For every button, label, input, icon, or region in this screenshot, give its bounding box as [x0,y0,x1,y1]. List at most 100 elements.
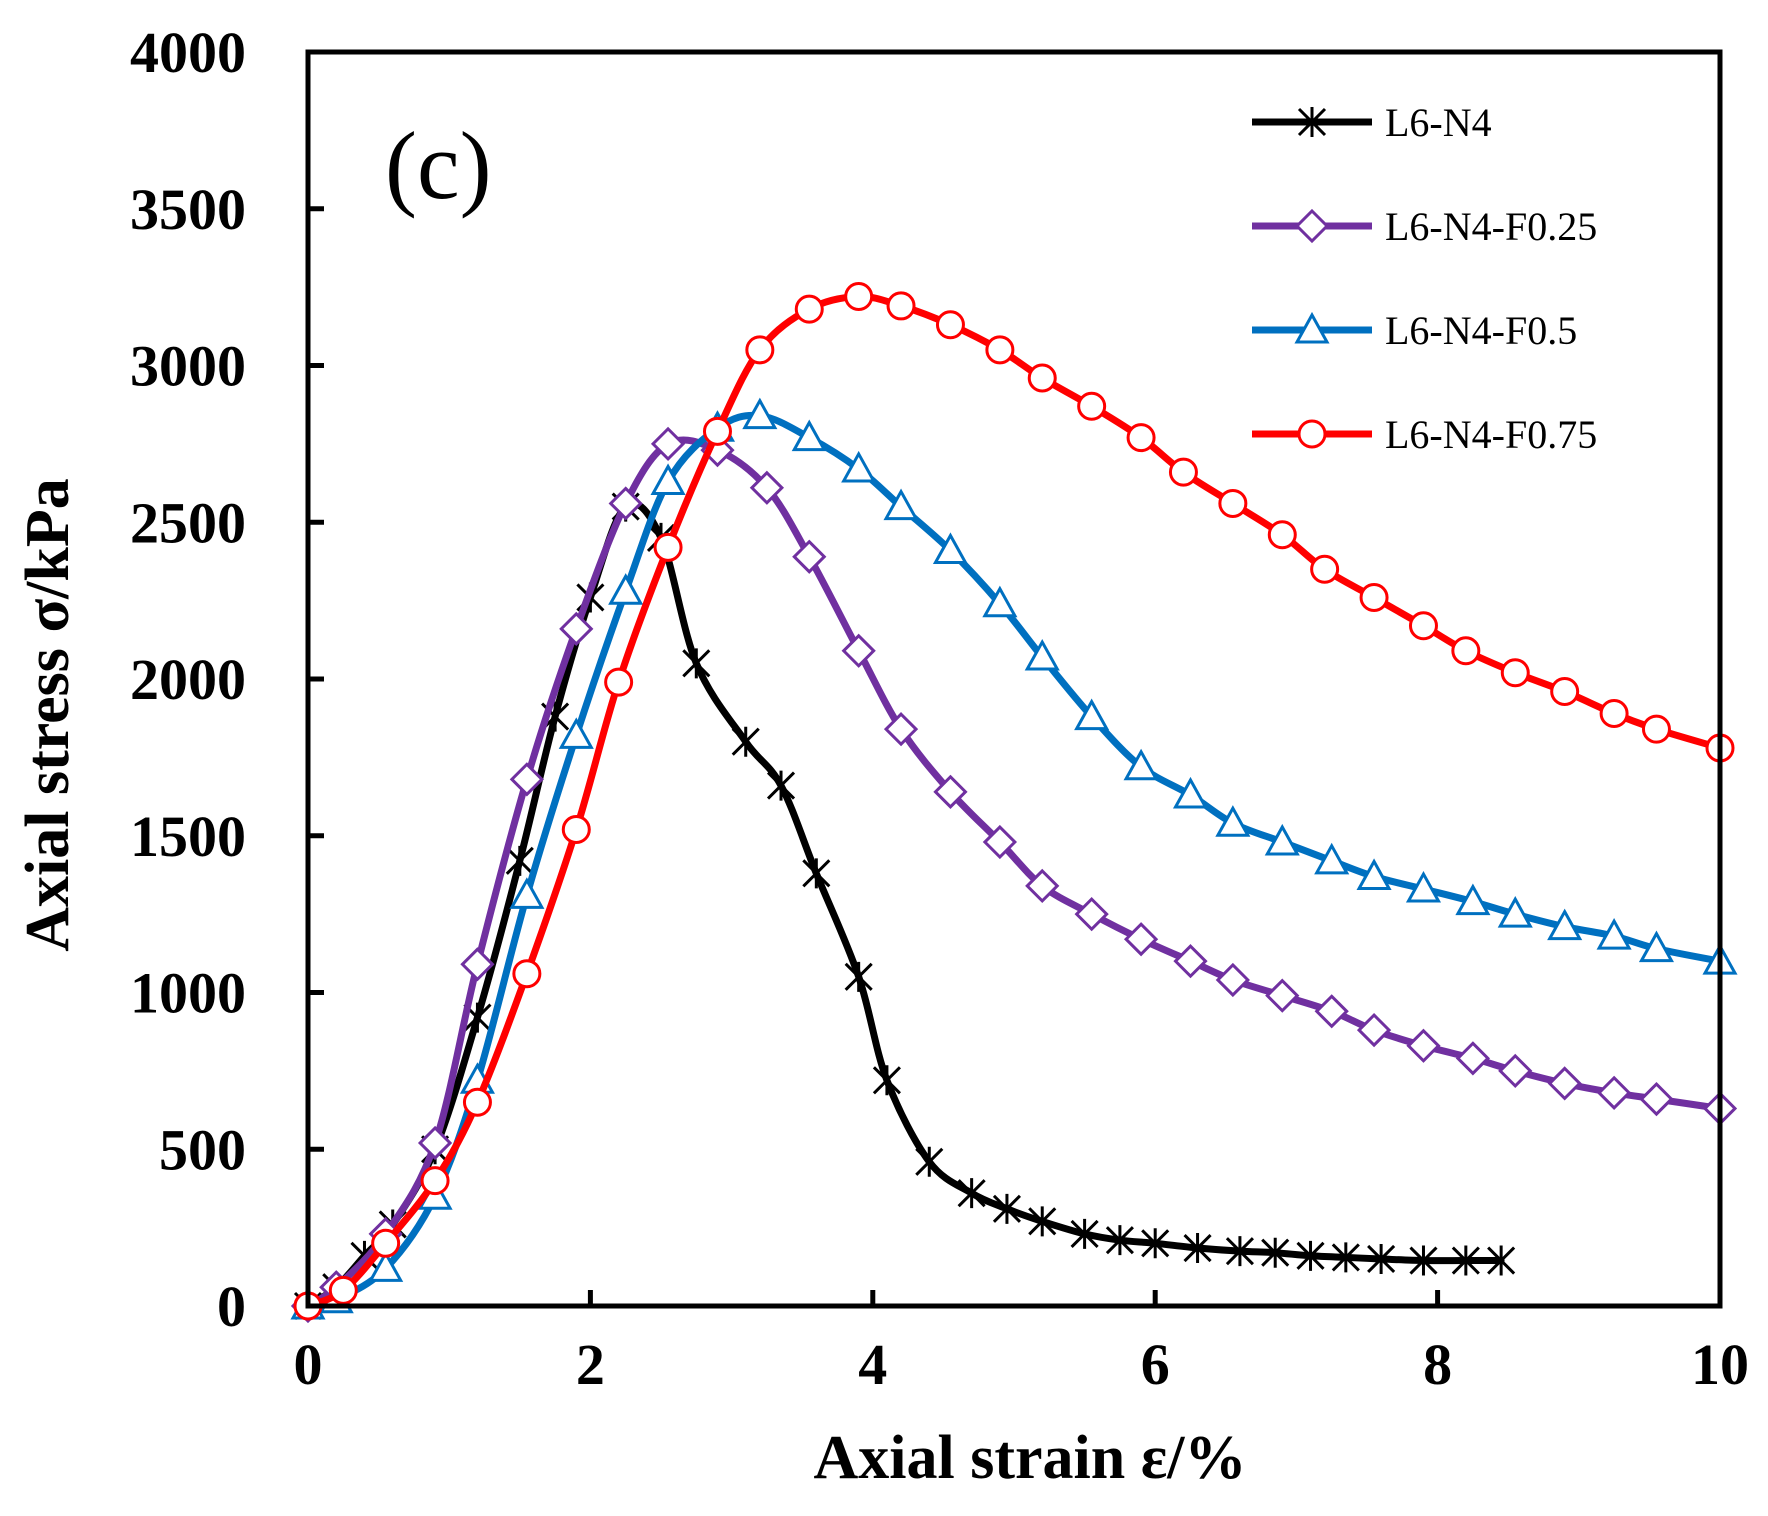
y-tick-label: 500 [159,1117,246,1182]
data-point [1455,883,1491,916]
data-point [1310,554,1340,584]
x-axis-title: Axial strain ε/% [814,1424,1247,1492]
legend-item: L6-N4 [1252,100,1492,145]
data-point [561,814,591,844]
data-point [1451,1245,1480,1276]
data-point [1027,363,1057,393]
x-tick-label: 8 [1423,1332,1452,1397]
data-point [883,488,919,521]
data-point [982,824,1018,860]
data-point [608,486,643,521]
data-point [653,532,683,562]
series-L6-N4-F0.75 [293,282,1735,1321]
data-point [1314,842,1350,875]
data-point [1356,858,1392,891]
y-tick-label: 0 [217,1274,246,1339]
series-line [304,436,1724,1310]
data-point [1218,488,1248,518]
y-tick-label: 1500 [130,804,246,869]
data-point [841,633,876,668]
legend-marker [1297,107,1327,137]
y-tick-label: 3500 [130,177,246,242]
x-tick-label: 10 [1691,1332,1749,1397]
data-point [702,416,732,446]
data-point [1265,978,1300,1013]
data-point [1500,658,1530,688]
data-point [650,463,686,495]
data-point [1331,1242,1360,1273]
data-point [935,310,965,340]
data-point [1359,582,1389,612]
data-point [844,282,874,312]
data-point [792,539,827,574]
data-point [1123,922,1159,957]
data-point [509,762,544,797]
data-point [1409,1245,1438,1276]
panel-label: (c) [385,112,492,219]
data-point [802,858,831,889]
data-point [766,770,796,801]
data-point [749,470,785,505]
data-point [1356,1012,1392,1048]
y-axis-title: Axial stress σ/kPa [14,478,82,951]
data-point [1074,897,1109,932]
data-point [742,397,778,430]
data-point [1126,423,1156,453]
data-point [512,959,542,989]
data-point [558,717,594,749]
data-point [509,877,545,909]
data-point [1215,805,1251,837]
y-tick-label: 3000 [130,334,246,399]
data-point [1267,520,1297,550]
data-point [957,1178,986,1209]
data-point [982,585,1018,618]
data-point [872,1065,901,1096]
data-point [1599,698,1629,728]
data-point [1314,994,1349,1029]
x-tick-label: 0 [294,1332,323,1397]
series-layer [290,282,1738,1324]
data-point [794,294,824,324]
data-point [1596,917,1632,950]
legend-item: L6-N4-F0.5 [1252,308,1577,353]
data-point [1547,1066,1582,1101]
data-point [1024,638,1060,671]
data-point [791,419,827,452]
data-point [1123,748,1159,781]
data-point [604,667,634,697]
data-point [1028,1206,1057,1237]
data-point [1547,908,1583,941]
legend-item: L6-N4-F0.75 [1252,412,1597,457]
data-point [932,532,969,564]
data-point [1641,714,1671,744]
data-point [682,648,711,679]
data-point [1406,1028,1441,1063]
data-point [886,291,916,321]
data-point [505,845,534,876]
axes-layer: 0 2 4 6 8 10 0 500 1000 1500 2000 2500 3000 3500 4000 [130,20,1749,1397]
data-point [1639,1081,1674,1117]
data-point [650,426,686,461]
series-L6-N4-F0.25 [290,426,1738,1324]
y-tick-label: 2500 [130,490,246,555]
data-point [1141,1228,1170,1259]
data-point [1451,636,1481,666]
data-point [1074,698,1110,731]
legend-label: L6-N4-F0.75 [1385,412,1597,457]
series-L6-N4-F0.5 [290,397,1738,1320]
data-point [1070,1218,1099,1249]
y-tick-label: 1000 [130,961,246,1026]
legend-label: L6-N4-F0.25 [1385,204,1597,249]
data-point [1455,1041,1491,1076]
data-point [1498,1053,1533,1088]
legend-label: L6-N4-F0.5 [1385,308,1577,353]
data-point [328,1275,358,1305]
data-point [1105,1225,1134,1256]
data-point [420,1166,450,1196]
data-point [1172,776,1209,809]
data-point [933,774,968,809]
legend-marker [1294,208,1330,244]
data-point [1487,1245,1516,1276]
data-point [841,450,877,483]
